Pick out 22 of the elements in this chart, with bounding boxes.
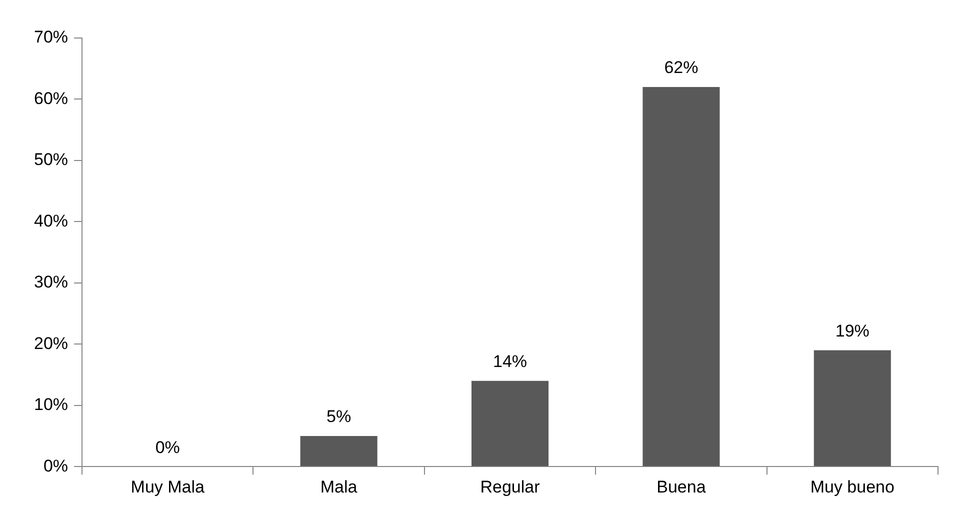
y-tick-label: 40% [34, 211, 68, 230]
bar [471, 380, 549, 466]
y-tick-label: 30% [34, 272, 68, 292]
y-tick-label: 70% [34, 28, 68, 47]
bar [642, 86, 720, 466]
y-tick-label: 0% [43, 456, 68, 476]
data-label: 62% [664, 58, 698, 78]
x-tick-label: Muy bueno [810, 477, 894, 496]
y-tick-label: 10% [34, 395, 68, 414]
y-tick-label: 20% [34, 334, 68, 353]
data-label: 5% [326, 407, 352, 426]
x-tick-label: Mala [320, 477, 358, 496]
x-tick-label: Regular [480, 477, 540, 496]
data-label: 19% [835, 321, 870, 340]
x-tick-label: Muy Mala [130, 477, 206, 496]
data-label: 14% [492, 352, 528, 372]
y-tick-label: 60% [34, 88, 68, 108]
y-tick-label: 50% [34, 150, 68, 170]
x-tick-label: Buena [656, 477, 706, 496]
bar [300, 436, 378, 466]
bar [814, 350, 891, 466]
data-label: 0% [155, 438, 180, 457]
